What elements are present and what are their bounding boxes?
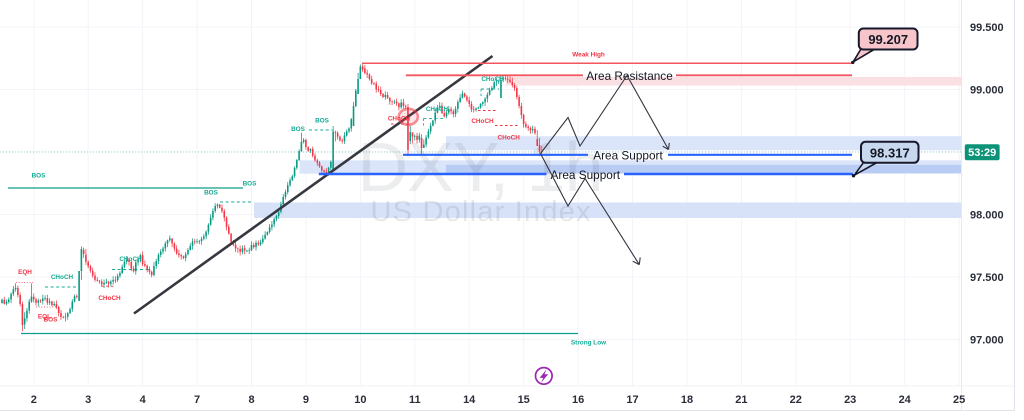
svg-text:BOS: BOS bbox=[44, 316, 59, 323]
svg-text:97.000: 97.000 bbox=[970, 335, 1004, 347]
svg-text:17: 17 bbox=[626, 394, 638, 406]
svg-text:9: 9 bbox=[303, 394, 309, 406]
svg-text:16: 16 bbox=[572, 394, 584, 406]
svg-text:CHoCH: CHoCH bbox=[426, 106, 449, 113]
svg-text:99.000: 99.000 bbox=[970, 85, 1004, 97]
svg-text:7: 7 bbox=[194, 394, 200, 406]
svg-text:99.207: 99.207 bbox=[868, 32, 908, 47]
svg-text:BOS: BOS bbox=[32, 173, 47, 180]
svg-text:BOS: BOS bbox=[204, 190, 219, 197]
svg-text:99.500: 99.500 bbox=[970, 22, 1004, 34]
svg-text:97.500: 97.500 bbox=[970, 272, 1004, 284]
svg-text:98.317: 98.317 bbox=[870, 145, 910, 160]
svg-text:18: 18 bbox=[681, 394, 693, 406]
svg-text:21: 21 bbox=[735, 394, 747, 406]
svg-text:3: 3 bbox=[85, 394, 91, 406]
svg-text:CHoCH: CHoCH bbox=[51, 274, 74, 281]
svg-text:8: 8 bbox=[248, 394, 254, 406]
svg-text:11: 11 bbox=[409, 394, 421, 406]
svg-text:25: 25 bbox=[953, 394, 965, 406]
svg-text:CHoCH: CHoCH bbox=[481, 76, 504, 83]
svg-text:BOS: BOS bbox=[243, 181, 258, 188]
svg-text:2: 2 bbox=[31, 394, 37, 406]
svg-text:4: 4 bbox=[140, 394, 147, 406]
svg-text:53:29: 53:29 bbox=[968, 147, 996, 159]
svg-text:Area Resistance: Area Resistance bbox=[586, 69, 673, 83]
svg-text:Weak High: Weak High bbox=[572, 52, 605, 59]
svg-text:22: 22 bbox=[790, 394, 802, 406]
svg-text:Area Support: Area Support bbox=[593, 149, 663, 163]
svg-text:EQL: EQL bbox=[38, 314, 51, 321]
svg-text:CHoCH: CHoCH bbox=[388, 116, 411, 123]
svg-text:CHoCH: CHoCH bbox=[119, 256, 142, 263]
svg-text:EQH: EQH bbox=[18, 269, 32, 276]
svg-text:BOS: BOS bbox=[291, 126, 306, 133]
svg-text:98.000: 98.000 bbox=[970, 210, 1004, 222]
svg-text:CHoCH: CHoCH bbox=[98, 295, 121, 302]
svg-text:14: 14 bbox=[463, 394, 476, 406]
svg-text:US Dollar Index: US Dollar Index bbox=[371, 196, 592, 228]
svg-text:DXY, 1h: DXY, 1h bbox=[358, 128, 604, 206]
svg-text:24: 24 bbox=[899, 394, 912, 406]
svg-text:BOS: BOS bbox=[315, 118, 330, 125]
svg-text:23: 23 bbox=[844, 394, 856, 406]
svg-text:CHoCH: CHoCH bbox=[498, 134, 521, 141]
svg-text:10: 10 bbox=[354, 394, 366, 406]
svg-text:Area Support: Area Support bbox=[551, 168, 621, 182]
svg-text:Strong Low: Strong Low bbox=[571, 340, 606, 347]
svg-text:CHoCH: CHoCH bbox=[471, 118, 494, 125]
svg-text:15: 15 bbox=[518, 394, 530, 406]
